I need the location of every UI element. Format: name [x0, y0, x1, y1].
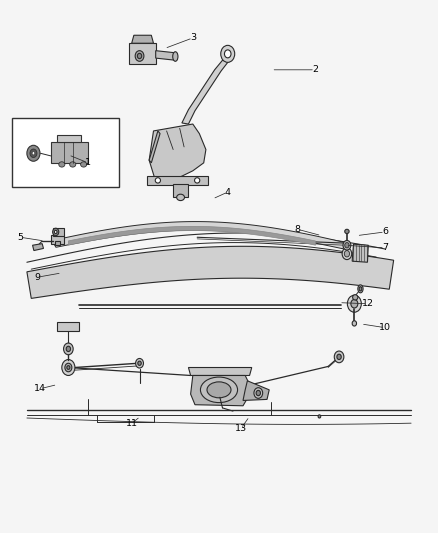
Ellipse shape [53, 228, 59, 236]
Text: 9: 9 [35, 273, 41, 281]
Text: 14: 14 [34, 384, 46, 393]
Ellipse shape [194, 177, 200, 183]
Ellipse shape [177, 194, 184, 200]
Ellipse shape [343, 240, 351, 250]
Ellipse shape [353, 295, 358, 300]
Text: 3: 3 [190, 34, 196, 43]
Ellipse shape [352, 321, 357, 326]
Polygon shape [51, 142, 88, 163]
Polygon shape [51, 235, 64, 244]
Text: 12: 12 [361, 299, 374, 308]
Ellipse shape [65, 364, 72, 372]
Ellipse shape [32, 152, 35, 155]
Polygon shape [27, 246, 394, 298]
Polygon shape [149, 131, 160, 163]
Ellipse shape [64, 343, 73, 355]
Ellipse shape [173, 52, 178, 61]
Polygon shape [53, 228, 64, 236]
Ellipse shape [67, 366, 70, 369]
Ellipse shape [81, 162, 87, 167]
Ellipse shape [66, 345, 71, 352]
Ellipse shape [59, 162, 65, 167]
Ellipse shape [224, 50, 231, 58]
Ellipse shape [345, 243, 349, 248]
Text: 13: 13 [235, 424, 247, 433]
Polygon shape [57, 322, 79, 331]
Ellipse shape [347, 295, 361, 312]
Ellipse shape [136, 359, 144, 368]
Polygon shape [130, 43, 155, 64]
Ellipse shape [201, 377, 237, 402]
Text: 2: 2 [312, 66, 318, 74]
Text: 1: 1 [85, 158, 91, 167]
Ellipse shape [345, 229, 349, 233]
Ellipse shape [135, 51, 144, 61]
Ellipse shape [155, 177, 160, 183]
Polygon shape [352, 244, 368, 262]
Ellipse shape [254, 387, 263, 398]
Polygon shape [147, 176, 208, 185]
Ellipse shape [207, 382, 231, 398]
Polygon shape [132, 35, 153, 43]
Text: 7: 7 [382, 244, 388, 253]
Polygon shape [55, 241, 60, 245]
Polygon shape [182, 60, 229, 124]
Polygon shape [32, 244, 43, 251]
Ellipse shape [27, 146, 40, 161]
Ellipse shape [54, 230, 57, 233]
Polygon shape [191, 375, 250, 406]
Ellipse shape [30, 149, 37, 158]
Bar [12, 118, 119, 187]
Ellipse shape [62, 360, 75, 375]
Text: 4: 4 [225, 188, 231, 197]
Polygon shape [188, 368, 252, 375]
Ellipse shape [138, 361, 141, 366]
Ellipse shape [221, 45, 235, 62]
Text: 5: 5 [18, 233, 23, 242]
Text: 6: 6 [382, 228, 388, 237]
Polygon shape [173, 184, 188, 197]
Ellipse shape [70, 162, 76, 167]
Polygon shape [68, 227, 315, 245]
Ellipse shape [359, 287, 362, 291]
Polygon shape [243, 381, 269, 400]
Ellipse shape [256, 390, 261, 395]
Ellipse shape [342, 248, 352, 260]
Ellipse shape [351, 300, 358, 308]
Polygon shape [149, 124, 206, 181]
Text: 10: 10 [379, 323, 391, 332]
Polygon shape [52, 222, 347, 249]
Ellipse shape [334, 351, 344, 363]
Ellipse shape [66, 346, 71, 352]
Ellipse shape [344, 251, 350, 257]
Text: 8: 8 [295, 225, 300, 234]
Ellipse shape [318, 415, 321, 418]
Ellipse shape [138, 53, 142, 59]
Ellipse shape [358, 285, 363, 293]
Text: 11: 11 [126, 419, 138, 428]
Polygon shape [155, 51, 175, 60]
Polygon shape [57, 135, 81, 142]
Ellipse shape [337, 354, 341, 360]
